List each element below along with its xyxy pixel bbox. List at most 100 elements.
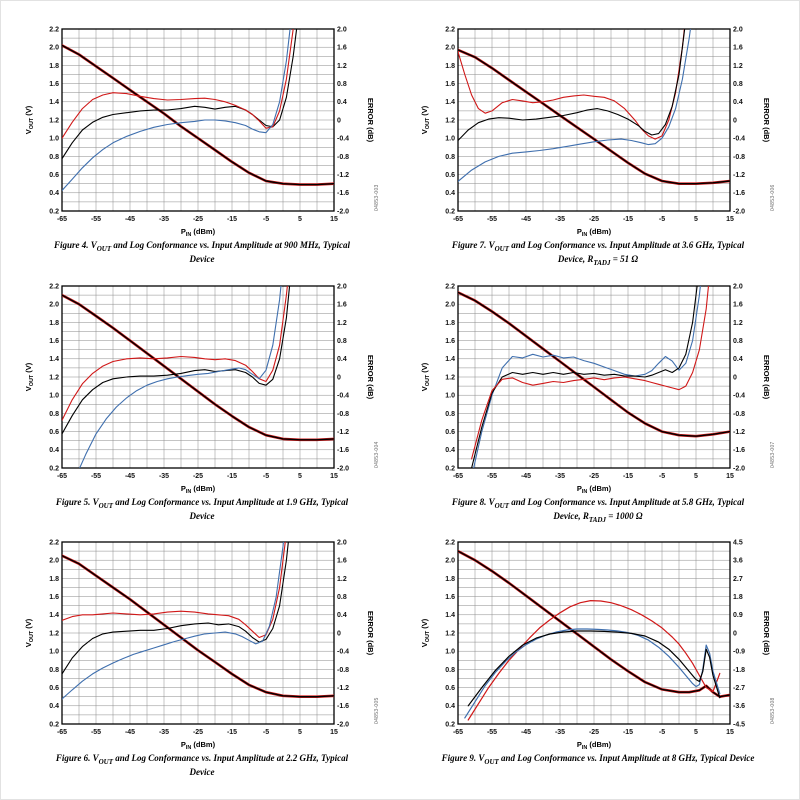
svg-text:-65: -65 [453, 473, 463, 480]
svg-text:-35: -35 [159, 216, 169, 223]
svg-text:ERROR (dB): ERROR (dB) [762, 98, 771, 143]
svg-text:-1.6: -1.6 [337, 704, 349, 711]
svg-text:0: 0 [733, 374, 737, 381]
series-error-blue [79, 285, 282, 468]
svg-text:1.0: 1.0 [49, 136, 59, 143]
figure-code: 04853-008 [770, 698, 776, 725]
svg-text:15: 15 [330, 729, 338, 736]
svg-text:1.4: 1.4 [445, 613, 455, 620]
svg-text:PIN (dBm): PIN (dBm) [577, 740, 612, 751]
svg-text:-65: -65 [57, 729, 67, 736]
plot-border [61, 28, 335, 212]
svg-text:1.2: 1.2 [49, 374, 59, 381]
svg-text:0.4: 0.4 [337, 356, 347, 363]
svg-text:2.0: 2.0 [445, 45, 455, 52]
svg-text:15: 15 [330, 216, 338, 223]
svg-text:-55: -55 [91, 729, 101, 736]
svg-text:-5: -5 [659, 729, 665, 736]
svg-text:-0.4: -0.4 [337, 136, 349, 143]
svg-text:-35: -35 [159, 473, 169, 480]
svg-text:-35: -35 [159, 729, 169, 736]
svg-text:-2.0: -2.0 [337, 465, 349, 472]
svg-text:0.4: 0.4 [337, 99, 347, 106]
svg-text:PIN (dBm): PIN (dBm) [577, 484, 612, 495]
svg-text:2.2: 2.2 [49, 283, 59, 290]
svg-text:0.9: 0.9 [733, 613, 743, 620]
svg-text:1.6: 1.6 [733, 301, 743, 308]
svg-text:0.8: 0.8 [445, 411, 455, 418]
svg-text:1.8: 1.8 [49, 576, 59, 583]
series-vout [458, 291, 730, 437]
figure-panel-9: -65 -55 -45 -35 -25 -15 -5 5 15 0.2 0.4 0.6 0.8 1.0 1.… [410, 534, 786, 779]
svg-text:0.6: 0.6 [445, 685, 455, 692]
svg-text:1.6: 1.6 [445, 338, 455, 345]
svg-text:15: 15 [330, 473, 338, 480]
svg-text:0.2: 0.2 [49, 208, 59, 215]
svg-text:-2.0: -2.0 [733, 465, 745, 472]
svg-text:1.8: 1.8 [49, 63, 59, 70]
svg-text:0.6: 0.6 [445, 429, 455, 436]
svg-text:2.0: 2.0 [337, 26, 347, 33]
svg-text:1.8: 1.8 [445, 320, 455, 327]
svg-text:1.8: 1.8 [49, 320, 59, 327]
svg-text:2.0: 2.0 [733, 283, 743, 290]
svg-text:-25: -25 [193, 216, 203, 223]
svg-text:1.4: 1.4 [49, 356, 59, 363]
tick-labels: -65 -55 -45 -35 -25 -15 -5 5 150.20.40.60.81.01.… [445, 26, 745, 223]
svg-text:-0.8: -0.8 [733, 154, 745, 161]
svg-text:-15: -15 [623, 473, 633, 480]
grid [457, 542, 731, 725]
figures-grid: -65 -55 -45 -35 -25 -15 -5 5 15 0.2 0.4 0.6 0.8 1.0 1.… [14, 21, 786, 779]
svg-text:-5: -5 [263, 473, 269, 480]
svg-text:-0.9: -0.9 [733, 649, 745, 656]
grid [61, 285, 335, 468]
svg-text:15: 15 [726, 729, 734, 736]
svg-text:-1.6: -1.6 [733, 447, 745, 454]
svg-text:15: 15 [726, 216, 734, 223]
series-vout [62, 555, 334, 698]
svg-text:-1.2: -1.2 [337, 172, 349, 179]
svg-text:-3.6: -3.6 [733, 704, 745, 711]
svg-text:ERROR (dB): ERROR (dB) [366, 611, 375, 656]
svg-text:0.6: 0.6 [49, 429, 59, 436]
series-error-black [458, 28, 686, 141]
figure-code: 04853-006 [770, 184, 776, 211]
svg-text:-0.8: -0.8 [337, 154, 349, 161]
svg-text:-35: -35 [555, 216, 565, 223]
svg-text:-45: -45 [521, 729, 531, 736]
svg-text:2.0: 2.0 [445, 558, 455, 565]
svg-text:-1.2: -1.2 [733, 172, 745, 179]
svg-text:5: 5 [694, 473, 698, 480]
svg-text:-25: -25 [589, 473, 599, 480]
svg-text:2.0: 2.0 [49, 301, 59, 308]
svg-text:-25: -25 [589, 216, 599, 223]
svg-text:-45: -45 [125, 216, 135, 223]
plot-border [61, 285, 335, 469]
figure-panel-6: -65 -55 -45 -35 -25 -15 -5 5 15 0.2 0.4 0.6 0.8 1.0 1.… [14, 534, 390, 779]
svg-text:-45: -45 [125, 473, 135, 480]
svg-text:-5: -5 [263, 729, 269, 736]
svg-text:-25: -25 [589, 729, 599, 736]
tick-labels: -65 -55 -45 -35 -25 -15 -5 5 150.20.40.60.81.01.… [445, 540, 745, 737]
tick-labels: -65 -55 -45 -35 -25 -15 -5 5 150.20.40.60.81.01.… [49, 26, 349, 223]
figure-code: 04853-007 [770, 441, 776, 468]
svg-text:PIN (dBm): PIN (dBm) [577, 227, 612, 238]
figure-caption-7: Figure 7. VOUT and Log Conformance vs. I… [451, 239, 745, 267]
svg-text:1.0: 1.0 [445, 649, 455, 656]
svg-text:0.8: 0.8 [733, 81, 743, 88]
svg-text:1.6: 1.6 [445, 594, 455, 601]
svg-text:1.4: 1.4 [445, 356, 455, 363]
plot-border [457, 285, 731, 469]
figure-panel-5: -65 -55 -45 -35 -25 -15 -5 5 15 0.2 0.4 0.6 0.8 1.0 1.… [14, 278, 390, 525]
chart-figure-7: -65 -55 -45 -35 -25 -15 -5 5 15 0.2 0.4 0.6 0.8 1.0 1.… [416, 21, 780, 239]
svg-text:-1.6: -1.6 [337, 447, 349, 454]
svg-text:-25: -25 [193, 473, 203, 480]
svg-text:PIN (dBm): PIN (dBm) [181, 227, 216, 238]
svg-text:1.6: 1.6 [49, 81, 59, 88]
svg-text:0.8: 0.8 [49, 667, 59, 674]
series-error-red [62, 28, 294, 139]
svg-text:-5: -5 [659, 473, 665, 480]
svg-text:-25: -25 [193, 729, 203, 736]
svg-text:0.8: 0.8 [733, 338, 743, 345]
